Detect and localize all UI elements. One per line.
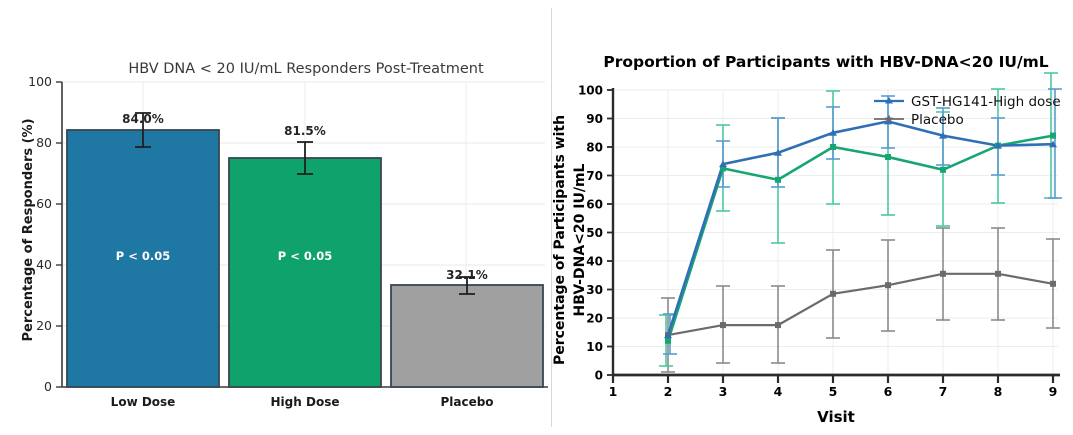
bar-significance-annotations: P < 0.05 P < 0.05 <box>116 249 332 263</box>
line-x-tick-4: 4 <box>774 384 783 399</box>
line-chart-x-tick-labels: 1 2 3 4 5 6 7 8 9 <box>609 384 1058 399</box>
line-y-tick-40: 40 <box>586 255 603 269</box>
bar-chart-y-ticks <box>56 81 62 388</box>
line-x-tick-6: 6 <box>884 384 893 399</box>
legend-marker-star-icon <box>884 114 894 123</box>
line-chart-svg: Proportion of Participants with HBV-DNA<… <box>552 53 1062 426</box>
line-x-tick-3: 3 <box>719 384 728 399</box>
line-x-tick-5: 5 <box>829 384 838 399</box>
line-chart-title: Proportion of Participants with HBV-DNA<… <box>603 53 1048 71</box>
bar-y-tick-80: 80 <box>36 135 52 150</box>
bar-chart-panel: HBV DNA < 20 IU/mL Responders Post-Treat… <box>21 61 548 409</box>
line-x-tick-2: 2 <box>664 384 673 399</box>
bar-chart-x-tick-labels: Low Dose High Dose Placebo <box>111 395 494 409</box>
p-value-high-dose: P < 0.05 <box>278 249 332 263</box>
line-chart-y-ticks <box>607 89 613 376</box>
line-y-tick-0: 0 <box>595 369 603 383</box>
line-x-tick-9: 9 <box>1049 384 1058 399</box>
line-chart-y-axis-label-line1: Percentage of Participants with <box>552 115 568 365</box>
legend-item-placebo[interactable]: Placebo <box>874 112 964 128</box>
line-y-tick-60: 60 <box>586 198 603 212</box>
line-chart-axes <box>611 88 1060 377</box>
series-line-placebo <box>667 272 1054 337</box>
series-line-low-dose <box>666 134 1054 342</box>
line-chart-panel: Proportion of Participants with HBV-DNA<… <box>548 0 1073 435</box>
legend-marker-triangle-icon <box>885 97 893 104</box>
bar-placebo[interactable] <box>390 284 544 388</box>
line-x-tick-8: 8 <box>994 384 1003 399</box>
bar-error-bars <box>135 112 475 295</box>
line-y-tick-70: 70 <box>586 169 603 183</box>
bar-value-label-low-dose: 84.0% <box>122 112 164 126</box>
line-chart-x-axis-label: Visit <box>817 408 855 426</box>
line-y-tick-100: 100 <box>578 84 603 98</box>
bar-y-tick-0: 0 <box>44 379 52 394</box>
line-y-tick-30: 30 <box>586 283 603 297</box>
line-chart-x-ticks <box>611 375 1055 383</box>
line-y-tick-10: 10 <box>586 340 603 354</box>
bar-high-dose[interactable] <box>228 157 382 388</box>
bar-chart-svg: HBV DNA < 20 IU/mL Responders Post-Treat… <box>21 61 548 409</box>
series-line-high-dose <box>666 120 1054 336</box>
line-x-tick-7: 7 <box>939 384 948 399</box>
p-value-low-dose: P < 0.05 <box>116 249 170 263</box>
line-chart-y-axis-label-line2: HBV-DNA<20 IU/mL <box>572 163 588 316</box>
line-y-tick-20: 20 <box>586 312 603 326</box>
error-bars-placebo <box>661 227 1060 373</box>
line-chart-y-tick-labels: 0 10 20 30 40 50 60 70 80 90 100 <box>578 84 603 383</box>
bar-x-label-low-dose: Low Dose <box>111 395 176 409</box>
bar-value-label-placebo: 32.1% <box>446 268 488 282</box>
line-x-tick-1: 1 <box>609 384 618 399</box>
bar-y-tick-60: 60 <box>36 196 52 211</box>
bar-value-labels: 84.0% 81.5% 32.1% <box>122 112 488 282</box>
bar-chart-title: HBV DNA < 20 IU/mL Responders Post-Treat… <box>128 61 484 77</box>
line-chart-legend: GST-HG141-High dose Placebo <box>874 94 1061 128</box>
bar-y-tick-40: 40 <box>36 257 52 272</box>
legend-item-high-dose[interactable]: GST-HG141-High dose <box>874 94 1061 110</box>
bar-y-tick-100: 100 <box>28 74 52 89</box>
bar-value-label-high-dose: 81.5% <box>284 124 326 138</box>
bar-x-label-placebo: Placebo <box>440 395 493 409</box>
bar-y-tick-20: 20 <box>36 318 52 333</box>
bar-x-label-high-dose: High Dose <box>271 395 340 409</box>
panel-divider <box>551 8 552 427</box>
line-y-tick-80: 80 <box>586 141 603 155</box>
bar-chart-y-tick-labels: 0 20 40 60 80 100 <box>28 74 52 394</box>
bar-chart-y-axis-label: Percentage of Responders (%) <box>21 118 36 341</box>
line-y-tick-50: 50 <box>586 226 603 240</box>
line-y-tick-90: 90 <box>586 112 603 126</box>
legend-label-placebo: Placebo <box>911 112 964 128</box>
legend-label-high-dose: GST-HG141-High dose <box>911 94 1061 110</box>
